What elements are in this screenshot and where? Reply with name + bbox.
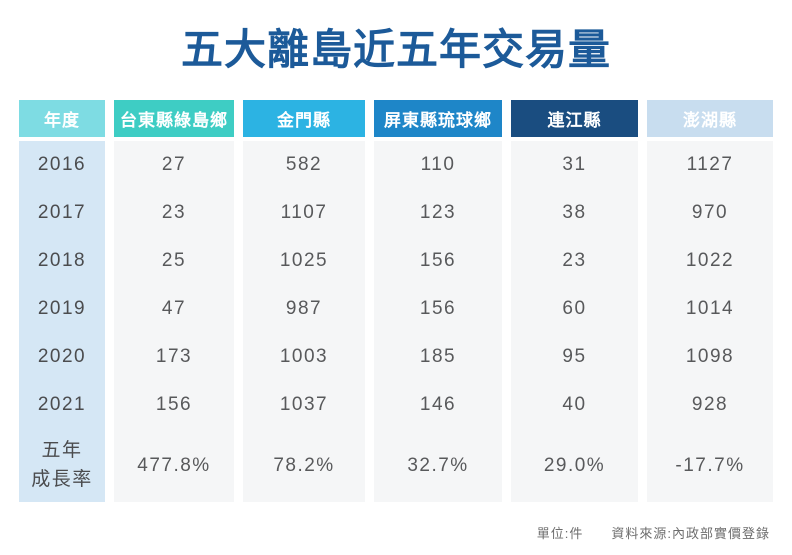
cell-2019-kinmen: 987 xyxy=(243,285,365,333)
footnote: 單位:件 資料來源:內政部實價登錄 xyxy=(537,523,770,542)
row-header-2016: 2016 xyxy=(19,141,105,189)
cell-2019-liuqiu: 156 xyxy=(374,285,502,333)
cell-growth-taitung: 477.8% xyxy=(114,429,234,502)
cell-2019-taitung: 47 xyxy=(114,285,234,333)
row-header-2019: 2019 xyxy=(19,285,105,333)
cell-2018-penghu: 1022 xyxy=(647,237,773,285)
cell-2016-liuqiu: 110 xyxy=(374,141,502,189)
cell-2021-kinmen: 1037 xyxy=(243,381,365,429)
column-header-taitung-green-island: 台東縣綠島鄉 xyxy=(114,100,234,137)
row-header-2020: 2020 xyxy=(19,333,105,381)
cell-2021-lienchiang: 40 xyxy=(511,381,638,429)
cell-2016-penghu: 1127 xyxy=(647,141,773,189)
column-header-penghu: 澎湖縣 xyxy=(647,100,773,137)
cell-2021-penghu: 928 xyxy=(647,381,773,429)
cell-2020-lienchiang: 95 xyxy=(511,333,638,381)
row-header-2017: 2017 xyxy=(19,189,105,237)
cell-2018-taitung: 25 xyxy=(114,237,234,285)
row-header-2018: 2018 xyxy=(19,237,105,285)
cell-2021-liuqiu: 146 xyxy=(374,381,502,429)
cell-2016-kinmen: 582 xyxy=(243,141,365,189)
cell-2017-lienchiang: 38 xyxy=(511,189,638,237)
unit-note: 單位:件 xyxy=(536,526,584,541)
column-header-pingtung-liuqiu: 屏東縣琉球鄉 xyxy=(374,100,502,137)
column-header-kinmen: 金門縣 xyxy=(243,100,365,137)
page-title: 五大離島近五年交易量 xyxy=(180,26,611,73)
cell-2018-lienchiang: 23 xyxy=(511,237,638,285)
cell-2018-liuqiu: 156 xyxy=(374,237,502,285)
column-header-year: 年度 xyxy=(19,100,105,137)
cell-growth-liuqiu: 32.7% xyxy=(374,429,502,502)
cell-growth-lienchiang: 29.0% xyxy=(511,429,638,502)
cell-2020-taitung: 173 xyxy=(114,333,234,381)
cell-2018-kinmen: 1025 xyxy=(243,237,365,285)
cell-2017-liuqiu: 123 xyxy=(374,189,502,237)
row-header-growth: 五年 成長率 xyxy=(19,429,105,502)
cell-2020-penghu: 1098 xyxy=(647,333,773,381)
cell-2017-kinmen: 1107 xyxy=(243,189,365,237)
cell-2016-taitung: 27 xyxy=(114,141,234,189)
cell-2017-taitung: 23 xyxy=(114,189,234,237)
table-header-row: 年度 台東縣綠島鄉 金門縣 屏東縣琉球鄉 連江縣 澎湖縣 xyxy=(19,100,792,137)
cell-2021-taitung: 156 xyxy=(114,381,234,429)
source-note: 資料來源:內政部實價登錄 xyxy=(611,526,770,541)
column-header-lienchiang: 連江縣 xyxy=(511,100,638,137)
cell-2019-penghu: 1014 xyxy=(647,285,773,333)
cell-2020-liuqiu: 185 xyxy=(374,333,502,381)
table-body: 2016 27 582 110 31 1127 2017 23 1107 123… xyxy=(19,141,792,502)
cell-2019-lienchiang: 60 xyxy=(511,285,638,333)
infographic-page: 五大離島近五年交易量 年度 台東縣綠島鄉 金門縣 屏東縣琉球鄉 連江縣 澎湖縣 … xyxy=(0,16,792,555)
row-header-2021: 2021 xyxy=(19,381,105,429)
cell-2020-kinmen: 1003 xyxy=(243,333,365,381)
cell-2016-lienchiang: 31 xyxy=(511,141,638,189)
cell-growth-penghu: -17.7% xyxy=(647,429,773,502)
cell-growth-kinmen: 78.2% xyxy=(243,429,365,502)
cell-2017-penghu: 970 xyxy=(647,189,773,237)
